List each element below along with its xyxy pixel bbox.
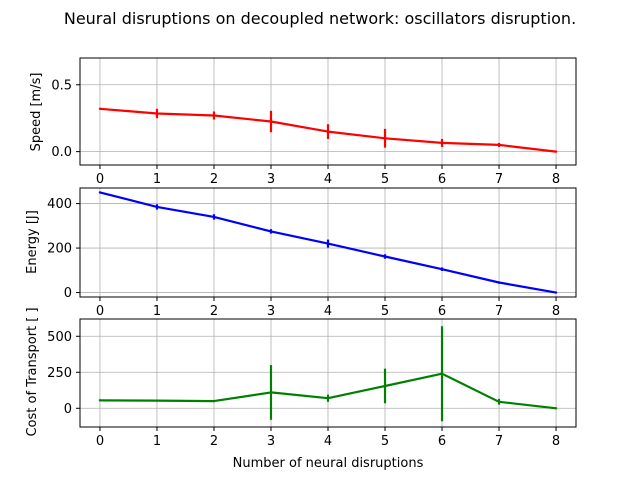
cost-of-transport-xtick-label: 3 xyxy=(267,434,275,449)
speed-data-point xyxy=(383,137,387,140)
cost-of-transport-data-point xyxy=(155,399,159,402)
energy-xtick-label: 2 xyxy=(210,304,218,319)
cost-of-transport-xtick-label: 1 xyxy=(153,434,161,449)
energy-subplot: 0 1 2 3 4 5 6 7 8 0 200 400 xyxy=(47,187,577,319)
figure-title: Neural disruptions on decoupled network:… xyxy=(64,9,576,28)
energy-data-point xyxy=(440,267,444,271)
energy-xtick-label: 6 xyxy=(438,304,446,319)
energy-data-point xyxy=(155,205,159,209)
cost-of-transport-xtick-label: 4 xyxy=(324,434,332,449)
speed-ytick-label: 0.5 xyxy=(51,78,72,93)
cost-of-transport-xtick-label: 2 xyxy=(210,434,218,449)
speed-data-point xyxy=(326,130,330,133)
cost-of-transport-xtick-label: 6 xyxy=(438,434,446,449)
speed-data-point xyxy=(440,141,444,145)
cost-of-transport-ylabel: Cost of Transport [ ] xyxy=(25,307,40,436)
cost-of-transport-xtick-label: 5 xyxy=(381,434,389,449)
cost-of-transport-subplot: 0 1 2 3 4 5 6 7 8 0 250 500 xyxy=(47,318,577,449)
speed-data-point xyxy=(212,114,216,117)
energy-ylabel: Energy [J] xyxy=(25,210,40,274)
energy-xtick-label: 3 xyxy=(267,304,275,319)
cost-of-transport-data-point xyxy=(440,372,444,375)
cost-of-transport-data-point xyxy=(326,397,330,400)
cost-of-transport-data-point xyxy=(98,399,102,402)
speed-xtick-label: 4 xyxy=(324,172,332,187)
speed-ytick-label: 0.0 xyxy=(51,145,72,160)
cost-of-transport-data-point xyxy=(212,399,216,403)
speed-xtick-label: 3 xyxy=(267,172,275,187)
x-axis-label: Number of neural disruptions xyxy=(233,456,424,471)
energy-xtick-label: 1 xyxy=(153,304,161,319)
energy-xtick-label: 7 xyxy=(495,304,503,319)
energy-data-point xyxy=(98,191,102,194)
cost-of-transport-data-point xyxy=(554,407,558,410)
energy-xtick-label: 5 xyxy=(381,304,389,319)
energy-xtick-label: 8 xyxy=(552,304,560,319)
cost-of-transport-data-point xyxy=(383,384,387,388)
energy-data-point xyxy=(326,242,330,245)
cost-of-transport-data-point xyxy=(269,391,273,394)
speed-xtick-label: 0 xyxy=(96,172,104,187)
cost-of-transport-ytick-label: 500 xyxy=(47,330,72,345)
energy-data-point xyxy=(554,291,558,294)
energy-data-point xyxy=(212,215,216,219)
energy-ytick-label: 400 xyxy=(47,197,72,212)
energy-xtick-label: 4 xyxy=(324,304,332,319)
energy-data-point xyxy=(497,281,501,284)
cost-of-transport-xtick-label: 0 xyxy=(96,434,104,449)
energy-xtick-label: 0 xyxy=(96,304,104,319)
speed-data-point xyxy=(155,112,159,115)
speed-xtick-label: 5 xyxy=(381,172,389,187)
cost-of-transport-data-point xyxy=(497,400,501,403)
energy-data-point xyxy=(269,230,273,233)
speed-subplot: 0 1 2 3 4 5 6 7 8 0.0 0.5 xyxy=(51,57,577,187)
energy-ytick-label: 200 xyxy=(47,242,72,257)
speed-data-point xyxy=(497,143,501,147)
energy-data-point xyxy=(383,255,387,258)
speed-data-point xyxy=(269,120,273,123)
cost-of-transport-ytick-label: 250 xyxy=(47,366,72,381)
speed-xtick-label: 2 xyxy=(210,172,218,187)
speed-data-point xyxy=(554,150,558,153)
cost-of-transport-ytick-label: 0 xyxy=(64,402,72,417)
speed-xtick-label: 7 xyxy=(495,172,503,187)
cost-of-transport-xtick-label: 7 xyxy=(495,434,503,449)
speed-xtick-label: 8 xyxy=(552,172,560,187)
cost-of-transport-xtick-label: 8 xyxy=(552,434,560,449)
speed-xtick-label: 6 xyxy=(438,172,446,187)
speed-ylabel: Speed [m/s] xyxy=(29,73,44,152)
speed-data-point xyxy=(98,107,102,111)
energy-ytick-label: 0 xyxy=(64,286,72,301)
speed-xtick-label: 1 xyxy=(153,172,161,187)
